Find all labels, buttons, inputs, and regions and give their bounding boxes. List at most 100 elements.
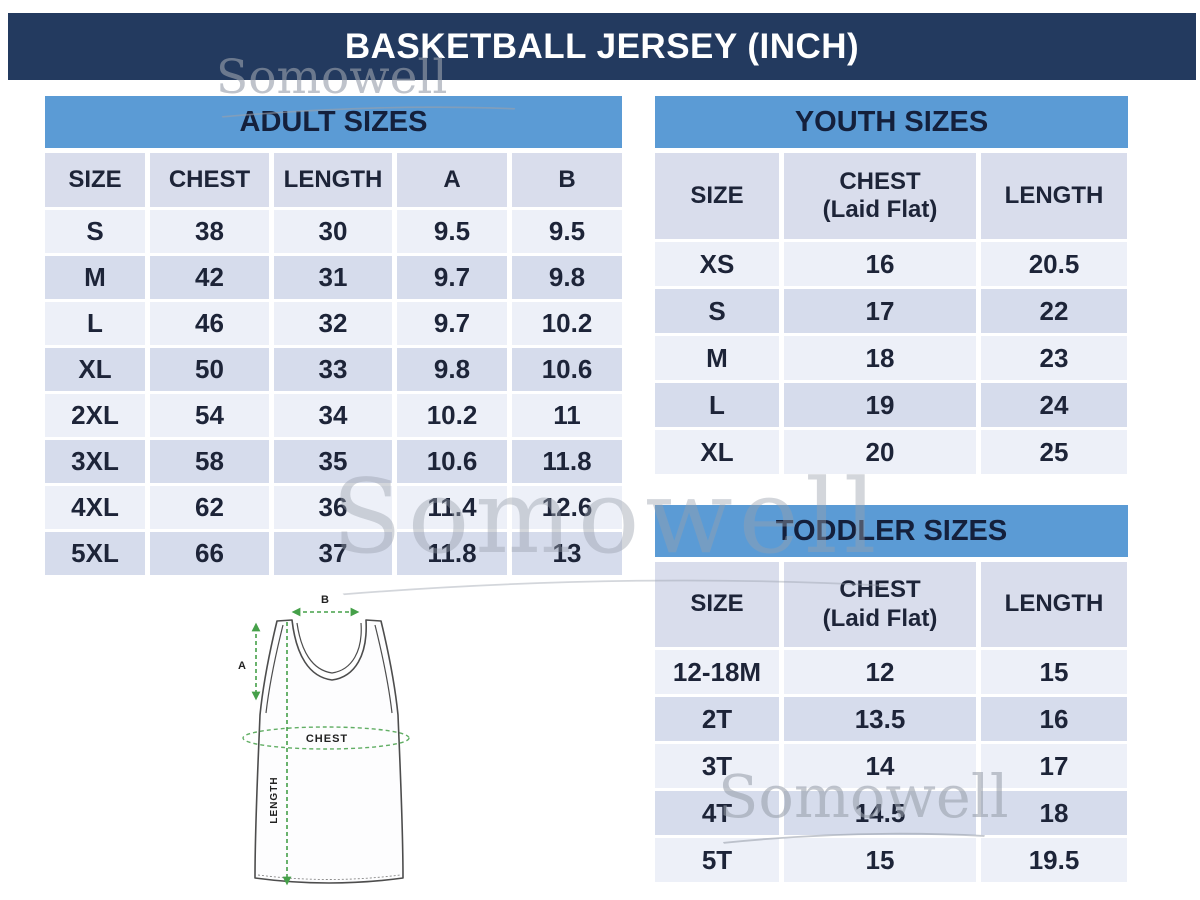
measurement-value-cell: 38 [150,210,269,253]
measurement-value-cell: 46 [150,302,269,345]
left-armhole-band [265,624,284,714]
measurement-value-cell: 32 [274,302,392,345]
size-label-cell: XL [655,430,779,474]
measurement-value-cell: 9.7 [397,302,507,345]
column-header-cell: LENGTH [274,153,392,207]
column-header-cell: LENGTH [981,153,1127,239]
adult-sizes-table: ADULT SIZES SIZE CHEST LENGTH A B S 38 30 9.5 9.5… [45,96,622,575]
measure-b-label: B [321,594,329,606]
measurement-value-cell: 23 [981,336,1127,380]
measurement-value-cell: 18 [784,336,976,380]
size-label-cell: 4T [655,791,779,835]
measurement-value-cell: 20.5 [981,242,1127,286]
measurement-value-cell: 50 [150,348,269,391]
jersey-body-outline [254,619,404,884]
measurement-value-cell: 25 [981,430,1127,474]
size-label-cell: M [655,336,779,380]
measurement-value-cell: 30 [274,210,392,253]
size-label-cell: 5XL [45,532,145,575]
measurement-value-cell: 19.5 [981,838,1127,882]
column-header-cell: SIZE [45,153,145,207]
measurement-value-cell: 9.7 [397,256,507,299]
size-label-cell: M [45,256,145,299]
measurement-value-cell: 36 [274,486,392,529]
measurement-value-cell: 14.5 [784,791,976,835]
measurement-value-cell: 14 [784,744,976,788]
column-header-cell: B [512,153,622,207]
size-label-cell: S [655,289,779,333]
adult-sizes-grid: SIZE CHEST LENGTH A B S 38 30 9.5 9.5 M 42 31 9.7 9.8 L… [45,153,622,575]
measurement-value-cell: 31 [274,256,392,299]
measurement-value-cell: 10.2 [397,394,507,437]
jersey-diagram: B A CHEST LENGTH [238,594,410,886]
chest-measure-label: CHEST [306,733,348,745]
youth-sizes-heading: YOUTH SIZES [655,96,1128,148]
measurement-value-cell: 24 [981,383,1127,427]
measurement-value-cell: 18 [981,791,1127,835]
size-label-cell: L [45,302,145,345]
size-label-cell: 4XL [45,486,145,529]
measurement-value-cell: 13 [512,532,622,575]
measurement-value-cell: 10.6 [512,348,622,391]
column-header-cell: A [397,153,507,207]
size-label-cell: S [45,210,145,253]
size-label-cell: 12-18M [655,650,779,694]
column-header-cell: CHEST [150,153,269,207]
toddler-sizes-grid: SIZE CHEST (Laid Flat) LENGTH 12-18M 12 15 2T 13… [655,562,1128,882]
adult-sizes-heading: ADULT SIZES [45,96,622,148]
column-header-cell: CHEST (Laid Flat) [784,562,976,647]
measurement-value-cell: 11.8 [397,532,507,575]
column-header-cell: LENGTH [981,562,1127,647]
column-header-cell: SIZE [655,562,779,647]
youth-sizes-grid: SIZE CHEST (Laid Flat) LENGTH XS 16 20.5 S 17 22 M… [655,153,1128,474]
measurement-value-cell: 9.5 [397,210,507,253]
measurement-value-cell: 9.8 [512,256,622,299]
measurement-value-cell: 11.4 [397,486,507,529]
measurement-value-cell: 9.8 [397,348,507,391]
measurement-value-cell: 22 [981,289,1127,333]
measurement-value-cell: 12.6 [512,486,622,529]
title-bar: BASKETBALL JERSEY (INCH) [8,13,1196,80]
measurement-value-cell: 10.2 [512,302,622,345]
measurement-value-cell: 19 [784,383,976,427]
measure-a-label: A [238,660,246,672]
measurement-value-cell: 42 [150,256,269,299]
measurement-value-cell: 62 [150,486,269,529]
size-label-cell: 3T [655,744,779,788]
measurement-value-cell: 15 [981,650,1127,694]
length-measure-label: LENGTH [269,776,280,823]
chest-measure-ellipse [242,726,410,750]
measurement-value-cell: 34 [274,394,392,437]
measurement-value-cell: 58 [150,440,269,483]
toddler-sizes-heading: TODDLER SIZES [655,505,1128,557]
measurement-value-cell: 33 [274,348,392,391]
neckline-band [296,622,362,674]
measurement-value-cell: 66 [150,532,269,575]
size-label-cell: L [655,383,779,427]
size-label-cell: XS [655,242,779,286]
size-label-cell: 3XL [45,440,145,483]
measurement-value-cell: 35 [274,440,392,483]
measurement-value-cell: 37 [274,532,392,575]
size-label-cell: 2XL [45,394,145,437]
measurement-value-cell: 9.5 [512,210,622,253]
measurement-value-cell: 15 [784,838,976,882]
size-label-cell: 5T [655,838,779,882]
measurement-value-cell: 13.5 [784,697,976,741]
size-label-cell: XL [45,348,145,391]
measurement-value-cell: 17 [784,289,976,333]
measurement-value-cell: 10.6 [397,440,507,483]
measurement-value-cell: 54 [150,394,269,437]
measurement-value-cell: 17 [981,744,1127,788]
measurement-value-cell: 16 [784,242,976,286]
measurement-value-cell: 11.8 [512,440,622,483]
youth-sizes-table: YOUTH SIZES SIZE CHEST (Laid Flat) LENGTH XS… [655,96,1128,474]
measurement-value-cell: 20 [784,430,976,474]
toddler-sizes-table: TODDLER SIZES SIZE CHEST (Laid Flat) LENGTH… [655,505,1128,882]
measurement-value-cell: 11 [512,394,622,437]
right-armhole-band [374,624,393,714]
size-label-cell: 2T [655,697,779,741]
page-title: BASKETBALL JERSEY (INCH) [344,26,860,66]
measurement-value-cell: 16 [981,697,1127,741]
